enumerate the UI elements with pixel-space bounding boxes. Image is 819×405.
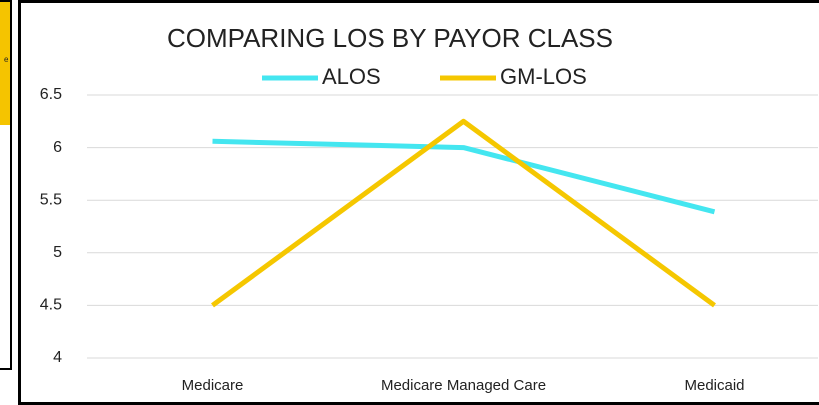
x-tick-label: Medicare Managed Care bbox=[381, 377, 546, 394]
series-line bbox=[211, 118, 716, 308]
x-tick-label: Medicare bbox=[182, 377, 244, 394]
series-line bbox=[212, 138, 716, 215]
y-tick-label: 5.5 bbox=[40, 191, 62, 208]
chart-title: COMPARING LOS BY PAYOR CLASS bbox=[167, 23, 613, 53]
side-panel-highlight bbox=[0, 0, 12, 125]
legend-label: ALOS bbox=[322, 64, 381, 89]
chart-frame bbox=[18, 0, 819, 405]
y-tick-label: 4 bbox=[53, 349, 62, 366]
y-tick-label: 4.5 bbox=[40, 297, 62, 314]
y-tick-label: 6 bbox=[53, 139, 62, 156]
side-panel-text: e bbox=[4, 55, 9, 64]
legend-label: GM-LOS bbox=[500, 64, 587, 89]
y-tick-label: 5 bbox=[53, 244, 62, 261]
x-tick-label: Medicaid bbox=[684, 377, 744, 394]
y-tick-label: 6.5 bbox=[40, 86, 62, 103]
side-panel bbox=[0, 0, 12, 370]
